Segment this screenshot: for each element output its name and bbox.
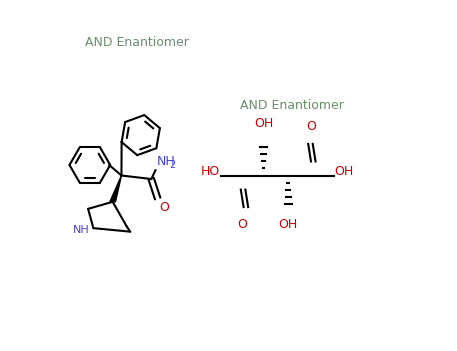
Text: NH: NH <box>73 225 90 235</box>
Text: O: O <box>306 120 316 133</box>
Polygon shape <box>110 176 122 202</box>
Text: OH: OH <box>254 117 273 130</box>
Text: O: O <box>159 201 169 214</box>
Text: OH: OH <box>334 165 353 179</box>
Text: O: O <box>238 218 248 231</box>
Text: OH: OH <box>279 218 298 231</box>
Text: HO: HO <box>201 165 220 179</box>
Text: AND Enantiomer: AND Enantiomer <box>240 99 344 112</box>
Text: 2: 2 <box>170 160 176 170</box>
Text: NH: NH <box>157 155 175 168</box>
Text: AND Enantiomer: AND Enantiomer <box>85 35 189 49</box>
